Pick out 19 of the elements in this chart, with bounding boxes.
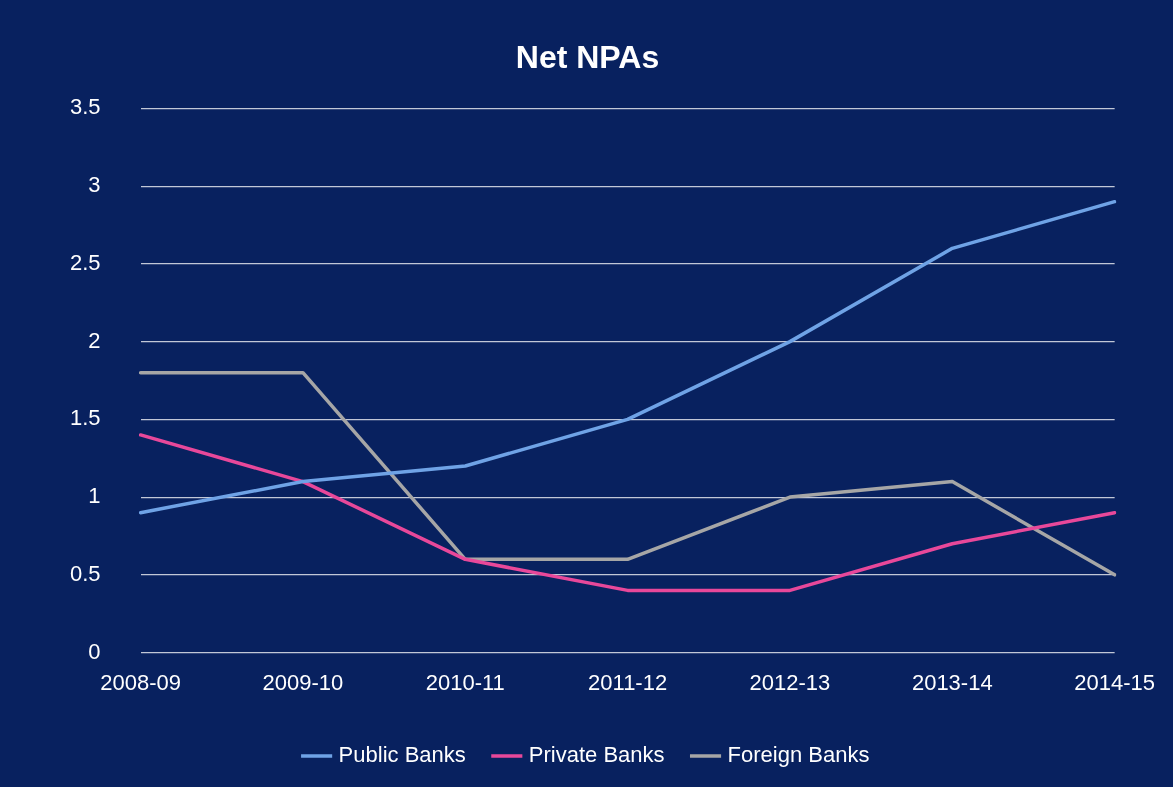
y-tick-label: 1.5 [69, 405, 101, 431]
x-tick-label: 2012-13 [749, 669, 831, 695]
x-tick-label: 2014-15 [1074, 669, 1156, 695]
y-tick-label: 3 [88, 172, 101, 198]
x-tick-label: 2011-12 [588, 669, 668, 695]
x-tick-label: 2010-11 [425, 669, 505, 695]
legend-label: Foreign Banks [727, 742, 870, 768]
y-tick-label: 2 [88, 327, 101, 353]
legend-label: Public Banks [338, 742, 466, 768]
x-tick-label: 2008-09 [100, 669, 181, 695]
x-tick-label: 2009-10 [262, 669, 344, 695]
legend-label: Private Banks [528, 742, 665, 768]
y-tick-label: 0.5 [69, 560, 101, 586]
y-tick-label: 2.5 [69, 249, 101, 275]
y-tick-label: 3.5 [69, 94, 101, 120]
chart-title: Net NPAs [515, 39, 660, 76]
y-tick-label: 1 [88, 483, 101, 509]
x-tick-label: 2013-14 [911, 669, 993, 695]
y-tick-label: 0 [88, 638, 101, 664]
